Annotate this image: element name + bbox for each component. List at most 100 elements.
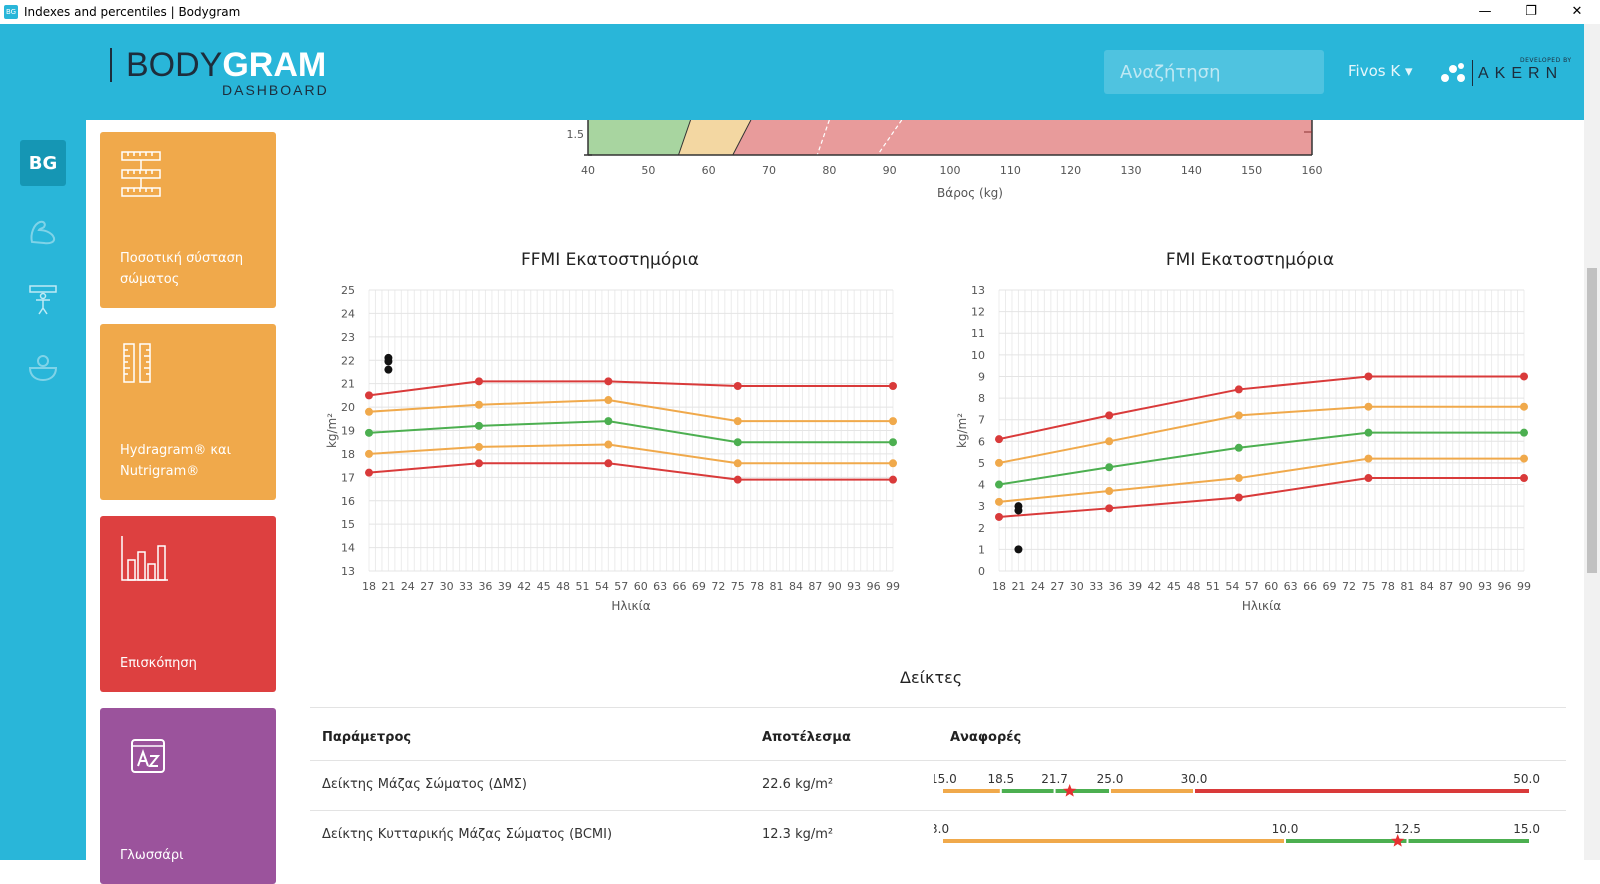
x-tick-label: 75 (731, 580, 745, 593)
y-tick-label: 11 (971, 327, 985, 340)
x-tick-label: 96 (867, 580, 881, 593)
x-tick-label: 90 (1459, 580, 1473, 593)
y-tick-label: 22 (341, 354, 355, 367)
measurement-point (1014, 506, 1023, 515)
reference-mark-label: 3.0 (934, 822, 949, 836)
tile-glossary[interactable]: Γλωσσάρι (100, 708, 276, 884)
bmi-reference-bar: 15.0 18.5 21.7 25.0 30.0 50.0 (934, 772, 1540, 797)
reference-segment (1408, 839, 1529, 843)
series-point (995, 512, 1003, 521)
x-tick-label: 54 (1225, 580, 1239, 593)
series-point (474, 442, 483, 451)
app-icon: BG (4, 5, 18, 19)
series-point (733, 459, 742, 468)
reference-segment (1001, 789, 1054, 793)
brand-name: AKERN (1478, 65, 1564, 82)
muscle-icon[interactable] (26, 214, 60, 248)
y-tick-label: 10 (971, 349, 985, 362)
series-path (998, 405, 1524, 464)
vertical-ruler-icon (123, 343, 151, 383)
x-tick-label: 51 (575, 580, 589, 593)
series-point (1520, 454, 1528, 463)
x-tick-label: 66 (1303, 580, 1317, 593)
weight-bands (584, 120, 1313, 156)
x-tick-label: 40 (581, 164, 595, 177)
series-line (995, 372, 1528, 444)
series-point (733, 475, 742, 484)
restore-icon[interactable]: ❐ (1525, 4, 1537, 19)
user-menu[interactable]: Fivos K ▾ (1348, 62, 1413, 80)
x-tick-label: 140 (1181, 164, 1202, 177)
measurement-point (1014, 545, 1023, 554)
x-tick-label: 80 (822, 164, 836, 177)
series-point (1105, 504, 1114, 513)
series-point (995, 435, 1003, 444)
tile-label: Hydragram® και Nutrigram® (120, 443, 232, 479)
logo-bold: GRAM (222, 46, 327, 84)
y-tick-label: 15 (341, 518, 355, 531)
page-scrollbar[interactable] (1584, 24, 1600, 860)
x-tick-label: 51 (1206, 580, 1220, 593)
logo[interactable]: BODYGRAM (126, 46, 326, 85)
tile-body-composition[interactable]: Ποσοτική σύσταση σώματος (100, 132, 276, 308)
reference-segment (1111, 789, 1193, 793)
brand-developed-by: DEVELOPED BY (1520, 57, 1572, 64)
close-icon[interactable]: ✕ (1571, 4, 1583, 19)
tile-overview[interactable]: Επισκόπηση (100, 516, 276, 692)
header-references: Αναφορές (950, 730, 1022, 745)
indices-title: Δείκτες (900, 668, 963, 687)
x-tick-label: 90 (883, 164, 897, 177)
x-tick-label: 72 (711, 580, 725, 593)
chevron-down-icon: ▾ (1404, 62, 1413, 80)
reference-mark-label: 15.0 (1513, 822, 1540, 836)
left-rail: BG (0, 120, 86, 860)
x-tick-label: 78 (1381, 580, 1395, 593)
measurement-point (384, 357, 393, 366)
x-tick-label: 60 (634, 580, 648, 593)
window-titlebar: BG Indexes and percentiles | Bodygram — … (0, 0, 1600, 24)
x-tick-label: 72 (1342, 580, 1356, 593)
nutrition-bowl-icon[interactable] (26, 350, 60, 384)
x-tick-label: 54 (595, 580, 609, 593)
tile-label: Ποσοτική σύσταση σώματος (120, 251, 244, 287)
measurement-point (384, 365, 393, 374)
x-tick-label: 45 (1167, 580, 1181, 593)
series-point (604, 377, 613, 386)
x-tick-label: 18 (362, 580, 376, 593)
x-tick-label: 78 (750, 580, 764, 593)
series-point (1364, 474, 1373, 483)
series-point (1234, 385, 1243, 394)
band-border (678, 120, 692, 156)
series-point (604, 459, 613, 468)
reference-mark-label: 12.5 (1394, 822, 1421, 836)
x-tick-label: 93 (1478, 580, 1492, 593)
x-tick-label: 99 (1517, 580, 1531, 593)
rail-home-button[interactable]: BG (20, 140, 66, 186)
body-measure-icon[interactable] (26, 282, 60, 316)
y-tick-label: 7 (978, 414, 985, 427)
y-axis-label: kg/m² (325, 413, 339, 448)
tile-hydragram[interactable]: Hydragram® και Nutrigram® (100, 324, 276, 500)
series-point (1234, 474, 1243, 483)
value-star-icon (1391, 834, 1405, 847)
y-tick-label: 8 (978, 392, 985, 405)
header-result: Αποτέλεσμα (762, 730, 851, 745)
y-tick-label: 20 (341, 401, 355, 414)
y-tick-label: 6 (978, 435, 985, 448)
x-tick-label: 99 (886, 580, 900, 593)
minimize-icon[interactable]: — (1478, 4, 1492, 19)
search-input[interactable] (1104, 50, 1324, 94)
x-tick-label: 63 (653, 580, 667, 593)
reference-mark-label: 10.0 (1272, 822, 1299, 836)
x-tick-label: 69 (1323, 580, 1337, 593)
series-path (368, 420, 893, 444)
scrollbar-thumb[interactable] (1587, 268, 1597, 573)
series-point (1364, 372, 1373, 381)
x-tick-label: 75 (1361, 580, 1375, 593)
reference-mark-label: 21.7 (1041, 772, 1068, 786)
reference-mark-label: 15.0 (934, 772, 957, 786)
reference-segment (1286, 839, 1407, 843)
brand-divider (1472, 60, 1473, 86)
app-header: BODYGRAM DASHBOARD Fivos K ▾ DEVELOPED B… (0, 24, 1584, 120)
